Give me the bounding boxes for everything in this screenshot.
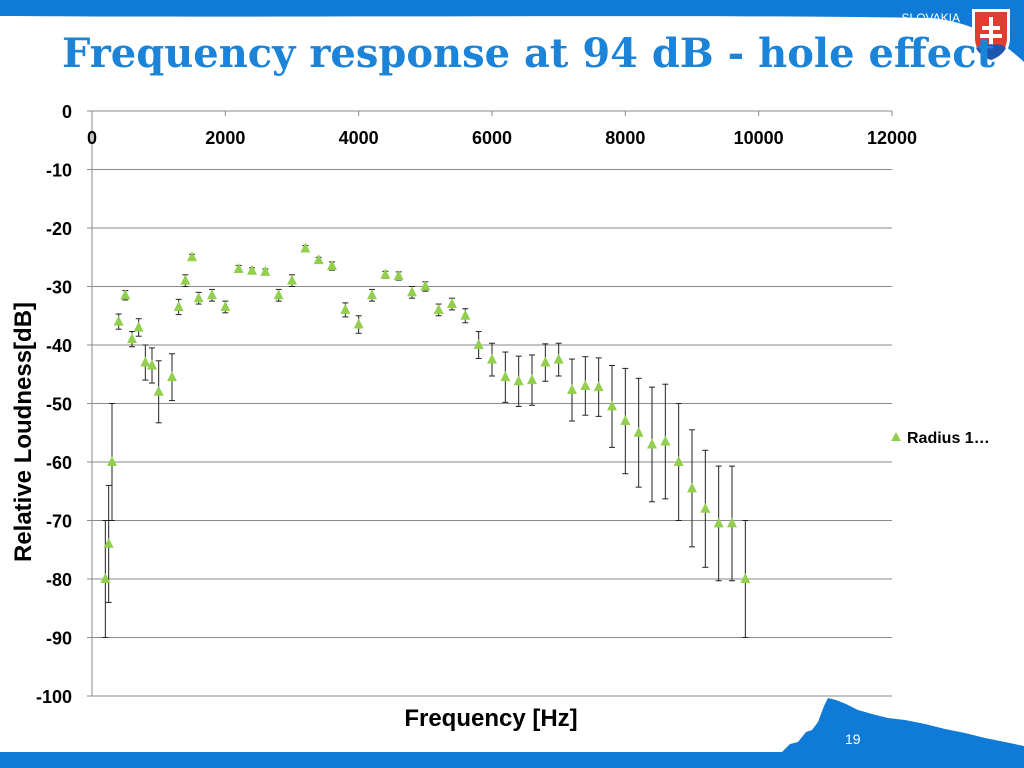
brand-country: SLOVAKIA (901, 11, 960, 25)
y-tick-label: -10 (46, 161, 72, 181)
data-point (260, 265, 271, 276)
x-tick-label: 4000 (339, 128, 379, 148)
data-point (173, 300, 184, 311)
y-tick-label: 0 (62, 102, 72, 122)
data-point (740, 573, 751, 583)
y-tick-label: -50 (46, 395, 72, 415)
x-tick-label: 2000 (205, 128, 245, 148)
y-tick-label: -80 (46, 570, 72, 590)
slovak-coat-of-arms-icon (972, 9, 1010, 64)
data-point (167, 371, 177, 382)
data-point (100, 573, 111, 583)
data-point (187, 251, 197, 262)
y-tick-label: -100 (36, 687, 72, 707)
y-tick-label: -70 (46, 512, 72, 532)
data-point (460, 309, 471, 320)
data-point (103, 537, 114, 548)
data-point (220, 300, 231, 311)
y-tick-label: -60 (46, 453, 72, 473)
data-point (433, 303, 444, 314)
data-point (593, 381, 604, 392)
y-tick-label: -20 (46, 219, 72, 239)
data-point (540, 356, 551, 367)
data-point (700, 502, 711, 513)
data-point (567, 384, 577, 395)
mountain-silhouette-icon (782, 698, 1024, 768)
data-point (407, 286, 417, 297)
x-tick-label: 8000 (605, 128, 645, 148)
data-point (633, 426, 644, 437)
data-point (120, 289, 131, 300)
x-tick-label: 6000 (472, 128, 512, 148)
data-point (147, 359, 157, 370)
data-point (473, 339, 484, 349)
data-point (660, 435, 671, 446)
data-point (380, 268, 391, 279)
data-point (313, 254, 324, 265)
data-point (327, 260, 337, 271)
x-tick-label: 10000 (734, 128, 784, 148)
data-point (447, 298, 457, 309)
data-point (127, 333, 137, 344)
data-point (553, 353, 564, 364)
data-point (527, 374, 537, 385)
legend: Radius 1… (891, 430, 990, 447)
bottom-banner (0, 752, 1024, 768)
top-banner (0, 0, 1024, 62)
legend-label: Radius 1… (907, 430, 990, 447)
data-point (580, 379, 591, 390)
data-point (153, 385, 164, 396)
y-axis-label: Relative Loudness[dB] (10, 302, 37, 562)
data-point (180, 274, 191, 285)
data-point (287, 274, 297, 285)
data-point (367, 289, 377, 300)
data-point (673, 456, 684, 466)
x-axis-label: Frequency [Hz] (404, 705, 577, 732)
data-point (607, 400, 617, 411)
data-point (113, 315, 124, 326)
data-point (687, 482, 697, 493)
x-tick-label: 12000 (867, 128, 917, 148)
data-point (647, 438, 657, 449)
data-point (133, 321, 144, 332)
data-point (207, 289, 217, 300)
data-point (420, 280, 431, 291)
data-point (500, 371, 511, 382)
slide-title: Frequency response at 94 dB - hole effec… (62, 30, 996, 77)
data-point (140, 356, 151, 367)
y-tick-label: -40 (46, 336, 72, 356)
data-point (620, 415, 631, 426)
data-point (393, 269, 404, 280)
legend-marker (891, 432, 901, 441)
slide-number: 19 (845, 731, 861, 747)
y-tick-label: -30 (46, 278, 72, 298)
data-point (353, 318, 364, 329)
data-point (300, 242, 311, 253)
data-point (713, 517, 724, 528)
data-point (107, 456, 117, 466)
y-tick-label: -90 (46, 629, 72, 649)
data-point (340, 303, 351, 314)
data-point (193, 292, 204, 303)
data-point (273, 289, 284, 300)
data-point (487, 353, 497, 364)
data-point (513, 375, 524, 386)
data-point (233, 262, 244, 273)
x-tick-label: 0 (87, 128, 97, 148)
chart: 0 2000 4000 6000 8000 10000 12000 0 -10 -20 -30 -4… (10, 102, 990, 732)
data-point (727, 517, 737, 528)
brand-event: IYPT '13 (922, 27, 960, 38)
data-point (247, 264, 257, 275)
